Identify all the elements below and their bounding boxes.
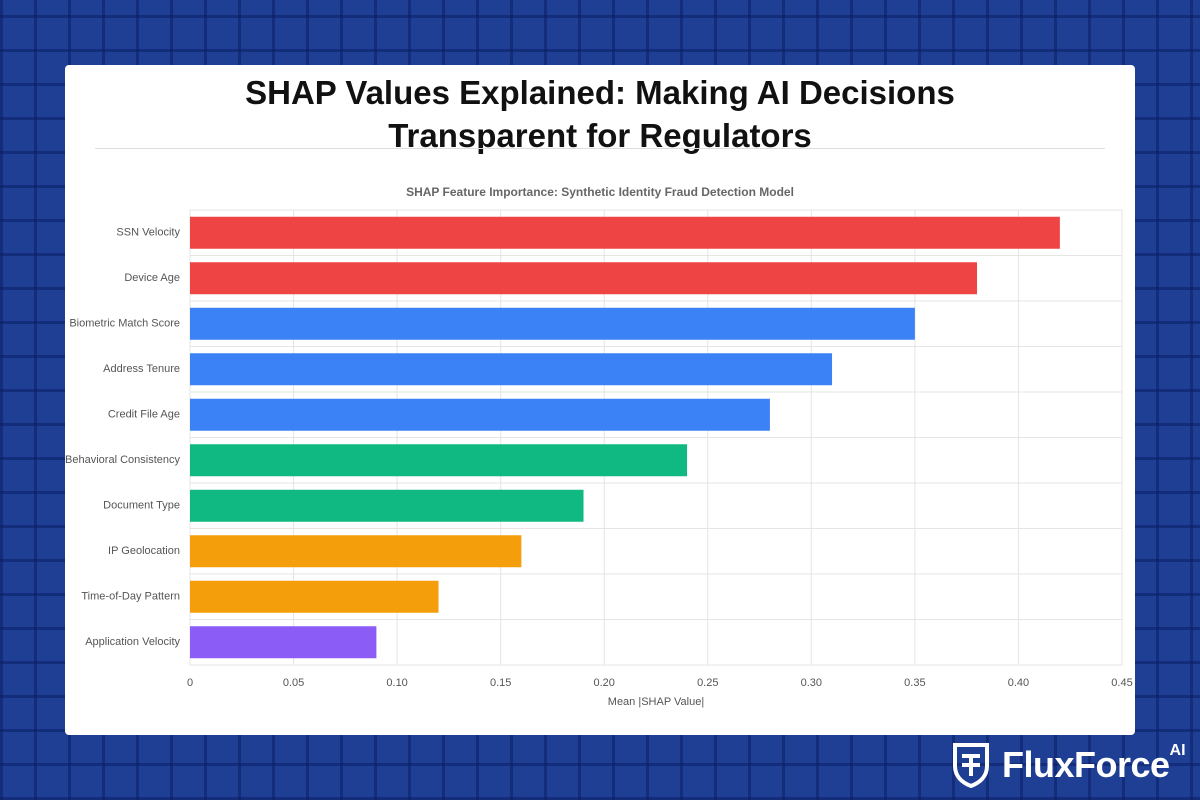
x-tick-label: 0.15	[490, 677, 511, 689]
y-tick-label: IP Geolocation	[108, 545, 180, 557]
y-tick-label: Address Tenure	[103, 363, 180, 375]
y-tick-label: Application Velocity	[85, 636, 180, 648]
x-tick-label: 0.40	[1008, 677, 1029, 689]
bar	[190, 626, 377, 659]
y-tick-label: SSN Velocity	[116, 227, 180, 239]
bar	[190, 307, 915, 340]
brand-logo: FluxForce AI	[952, 742, 1186, 788]
page-title: SHAP Values Explained: Making AI Decisio…	[245, 74, 955, 154]
divider	[95, 148, 1105, 149]
y-tick-label: Biometric Match Score	[69, 318, 180, 330]
bar	[190, 353, 833, 386]
y-tick-label: Document Type	[103, 500, 180, 512]
bar	[190, 262, 978, 295]
x-tick-label: 0.25	[697, 677, 718, 689]
bar	[190, 216, 1060, 249]
y-tick-label: Device Age	[124, 272, 180, 284]
y-tick-label: Time-of-Day Pattern	[81, 591, 180, 603]
bar	[190, 580, 439, 613]
x-tick-label: 0.20	[594, 677, 615, 689]
bar	[190, 489, 584, 522]
y-tick-label: Credit File Age	[108, 409, 180, 421]
x-tick-label: 0.30	[801, 677, 822, 689]
x-tick-label: 0.35	[904, 677, 925, 689]
bar	[190, 398, 770, 431]
shield-icon	[953, 743, 989, 788]
x-tick-label: 0.05	[283, 677, 304, 689]
bar	[190, 535, 522, 568]
x-tick-label: 0.10	[386, 677, 407, 689]
brand-suffix: AI	[1169, 742, 1186, 759]
card: SHAP Values Explained: Making AI Decisio…	[65, 65, 1135, 735]
brand-name: FluxForce	[1002, 744, 1170, 785]
x-axis-label: Mean |SHAP Value|	[608, 696, 704, 708]
x-tick-label: 0.45	[1111, 677, 1132, 689]
x-tick-label: 0	[187, 677, 193, 689]
chart-title: SHAP Feature Importance: Synthetic Ident…	[406, 185, 794, 199]
y-tick-label: Behavioral Consistency	[65, 454, 180, 466]
bar	[190, 444, 688, 477]
chart: SHAP Feature Importance: Synthetic Ident…	[65, 185, 1133, 708]
